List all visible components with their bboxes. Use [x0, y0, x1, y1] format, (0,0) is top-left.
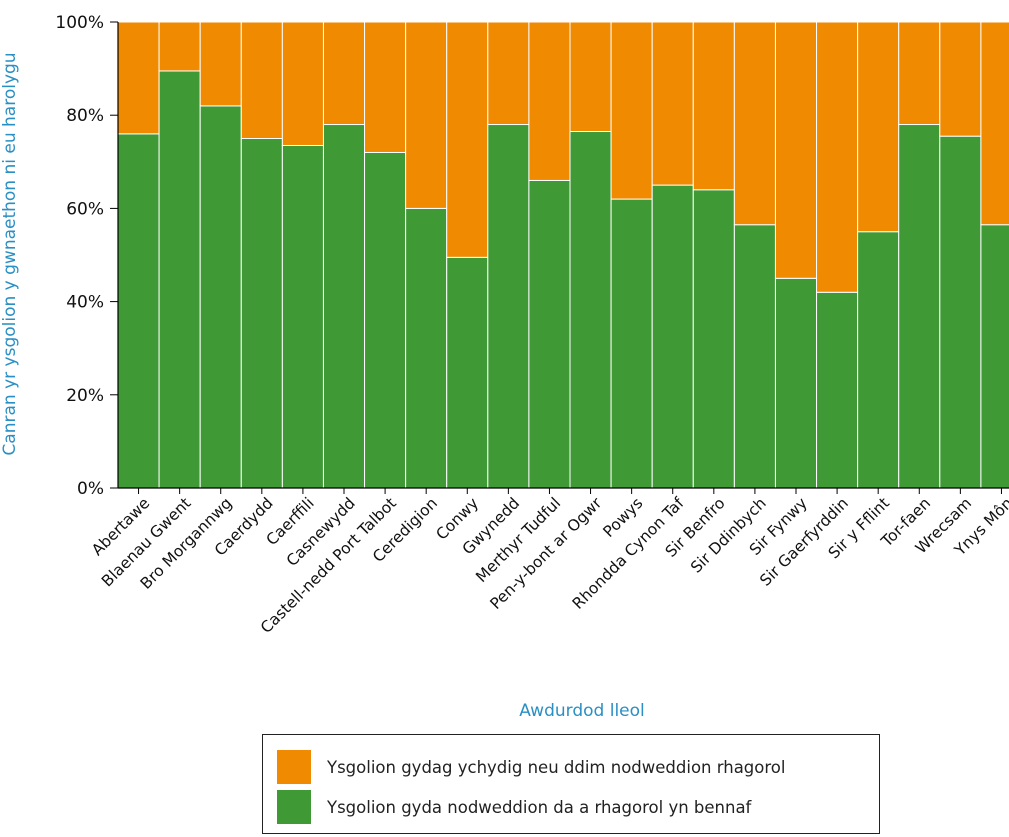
bar-green-6 [364, 151, 407, 489]
bar-green-10 [528, 179, 571, 489]
bar-green-0 [117, 133, 160, 489]
bar-orange-1 [158, 21, 201, 72]
legend-item-orange: Ysgolion gydag ychydig neu ddim nodweddi… [277, 750, 785, 784]
bar-orange-2 [199, 21, 242, 107]
legend-item-green: Ysgolion gyda nodweddion da a rhagorol y… [277, 790, 751, 824]
bar-orange-20 [939, 21, 982, 137]
bar-green-14 [692, 189, 735, 489]
bars-group [117, 21, 1009, 489]
bar-orange-21 [980, 21, 1009, 226]
bar-orange-12 [610, 21, 653, 200]
bar-orange-10 [528, 21, 571, 181]
bar-orange-19 [898, 21, 941, 126]
bar-green-12 [610, 198, 653, 489]
bar-orange-13 [651, 21, 694, 186]
bar-orange-0 [117, 21, 160, 135]
bar-green-13 [651, 184, 694, 489]
bar-green-18 [857, 231, 900, 489]
legend-swatch-orange [277, 750, 311, 784]
legend: Ysgolion gydag ychydig neu ddim nodweddi… [262, 734, 880, 834]
bar-green-19 [898, 124, 941, 489]
x-axis-title: Awdurdod lleol [519, 701, 645, 721]
bar-green-17 [816, 291, 859, 489]
bar-orange-6 [364, 21, 407, 153]
bar-orange-16 [774, 21, 818, 279]
y-tick-label: 100% [55, 13, 104, 33]
bar-orange-4 [281, 21, 324, 146]
y-tick-label: 60% [66, 199, 104, 219]
y-tick-label: 40% [66, 293, 104, 313]
bar-orange-3 [240, 21, 283, 139]
bar-green-15 [733, 224, 776, 489]
bar-orange-8 [446, 21, 489, 258]
bar-green-20 [939, 135, 982, 489]
bar-green-9 [487, 124, 530, 489]
y-tick-label: 0% [77, 479, 104, 499]
bar-green-16 [774, 277, 818, 489]
bar-orange-9 [487, 21, 530, 126]
bar-green-1 [158, 70, 201, 489]
bar-green-4 [281, 144, 324, 489]
bar-orange-18 [857, 21, 900, 233]
y-tick-label: 80% [66, 106, 104, 126]
y-axis: 0% 20% 40% 60% 80% 100% [55, 13, 119, 499]
legend-label-orange: Ysgolion gydag ychydig neu ddim nodweddi… [327, 757, 786, 777]
bar-orange-7 [405, 21, 448, 209]
legend-label-green: Ysgolion gyda nodweddion da a rhagorol y… [327, 797, 752, 817]
bar-green-2 [199, 105, 242, 489]
bar-orange-5 [322, 21, 366, 126]
bar-orange-17 [816, 21, 859, 293]
bar-orange-11 [569, 21, 612, 133]
bar-green-11 [569, 131, 612, 489]
bar-green-8 [446, 256, 489, 489]
bar-green-21 [980, 224, 1009, 489]
y-tick-label: 20% [66, 386, 104, 406]
y-axis-title: Canran yr ysgolion y gwnaethon ni eu har… [0, 52, 20, 455]
bar-green-7 [405, 207, 448, 489]
bar-orange-15 [733, 21, 776, 226]
bar-green-3 [240, 138, 283, 489]
legend-swatch-green [277, 790, 311, 824]
bar-green-5 [322, 124, 366, 489]
bar-orange-14 [692, 21, 735, 191]
